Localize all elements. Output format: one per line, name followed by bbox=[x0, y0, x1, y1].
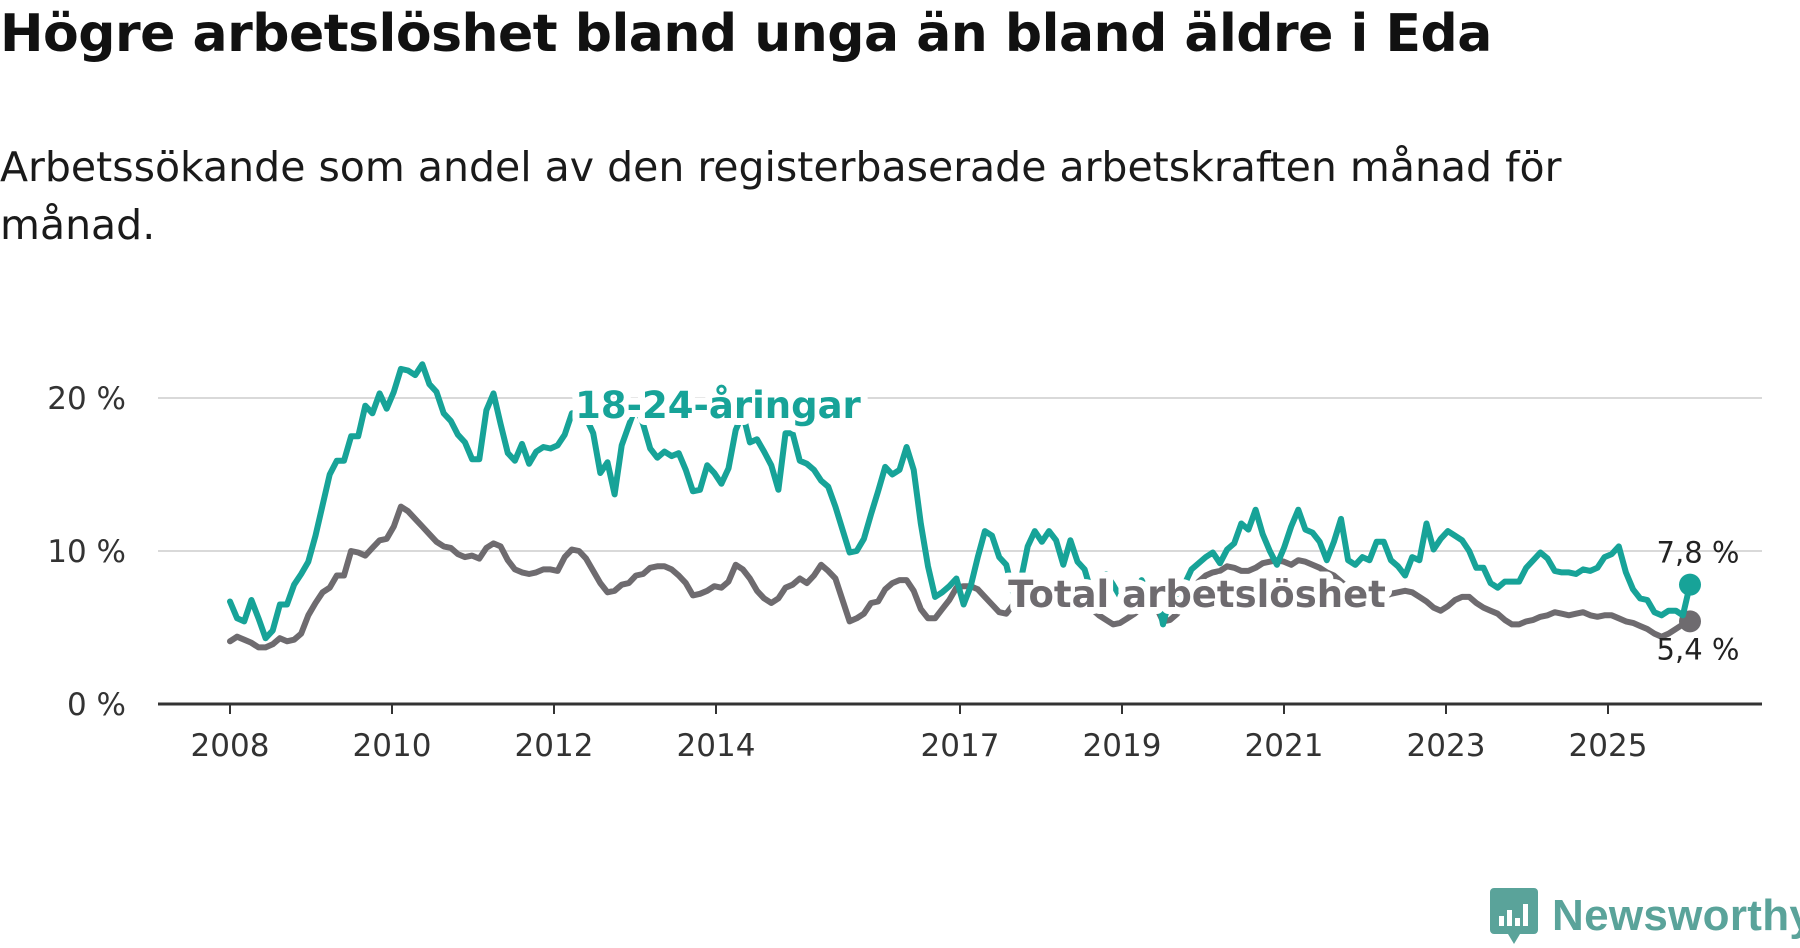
series-line-youth bbox=[227, 361, 1693, 642]
x-tick-label: 2010 bbox=[353, 728, 432, 764]
gridlines bbox=[158, 397, 1762, 552]
series-label-youth-halo: 18-24-åringar bbox=[575, 384, 861, 427]
x-tick-label: 2014 bbox=[677, 728, 756, 764]
series-label-youth-text: 18-24-åringar bbox=[575, 384, 861, 427]
x-tick-label: 2019 bbox=[1083, 728, 1162, 764]
end-label-total: 5,4 % bbox=[1657, 632, 1740, 666]
x-tick-label: 2008 bbox=[191, 728, 270, 764]
series-label-total-halo: Total arbetslöshet bbox=[1008, 573, 1386, 616]
y-tick-label: 10 % bbox=[47, 534, 126, 570]
chart-subtitle: Arbetssökande som andel av den registerb… bbox=[0, 143, 1562, 249]
x-tick-label: 2025 bbox=[1569, 728, 1648, 764]
x-tick-label: 2012 bbox=[515, 728, 594, 764]
x-tick-label: 2021 bbox=[1245, 728, 1324, 764]
y-tick-label: 0 % bbox=[67, 687, 126, 723]
y-tick-label: 20 % bbox=[47, 381, 126, 417]
series-layer bbox=[227, 361, 1701, 651]
newsworthy-logo-icon bbox=[1490, 888, 1538, 944]
y-axis: 0 % 10 % 20 % bbox=[47, 381, 126, 723]
end-label-youth: 7,8 % bbox=[1657, 536, 1740, 570]
newsworthy-logo: Newsworthy bbox=[1490, 884, 1800, 948]
brand-name: Newsworthy bbox=[1552, 891, 1800, 940]
x-tick-label: 2023 bbox=[1407, 728, 1486, 764]
chart-title: Högre arbetslöshet bland unga än bland ä… bbox=[0, 4, 1492, 64]
series-line-total bbox=[227, 503, 1693, 651]
series-label-total-text: Total arbetslöshet bbox=[1008, 573, 1386, 616]
end-point-youth bbox=[1679, 573, 1701, 596]
x-axis: 2008 2010 2012 2014 2017 2019 2021 2023 2025 bbox=[158, 702, 1762, 764]
x-tick-label: 2017 bbox=[921, 728, 1000, 764]
